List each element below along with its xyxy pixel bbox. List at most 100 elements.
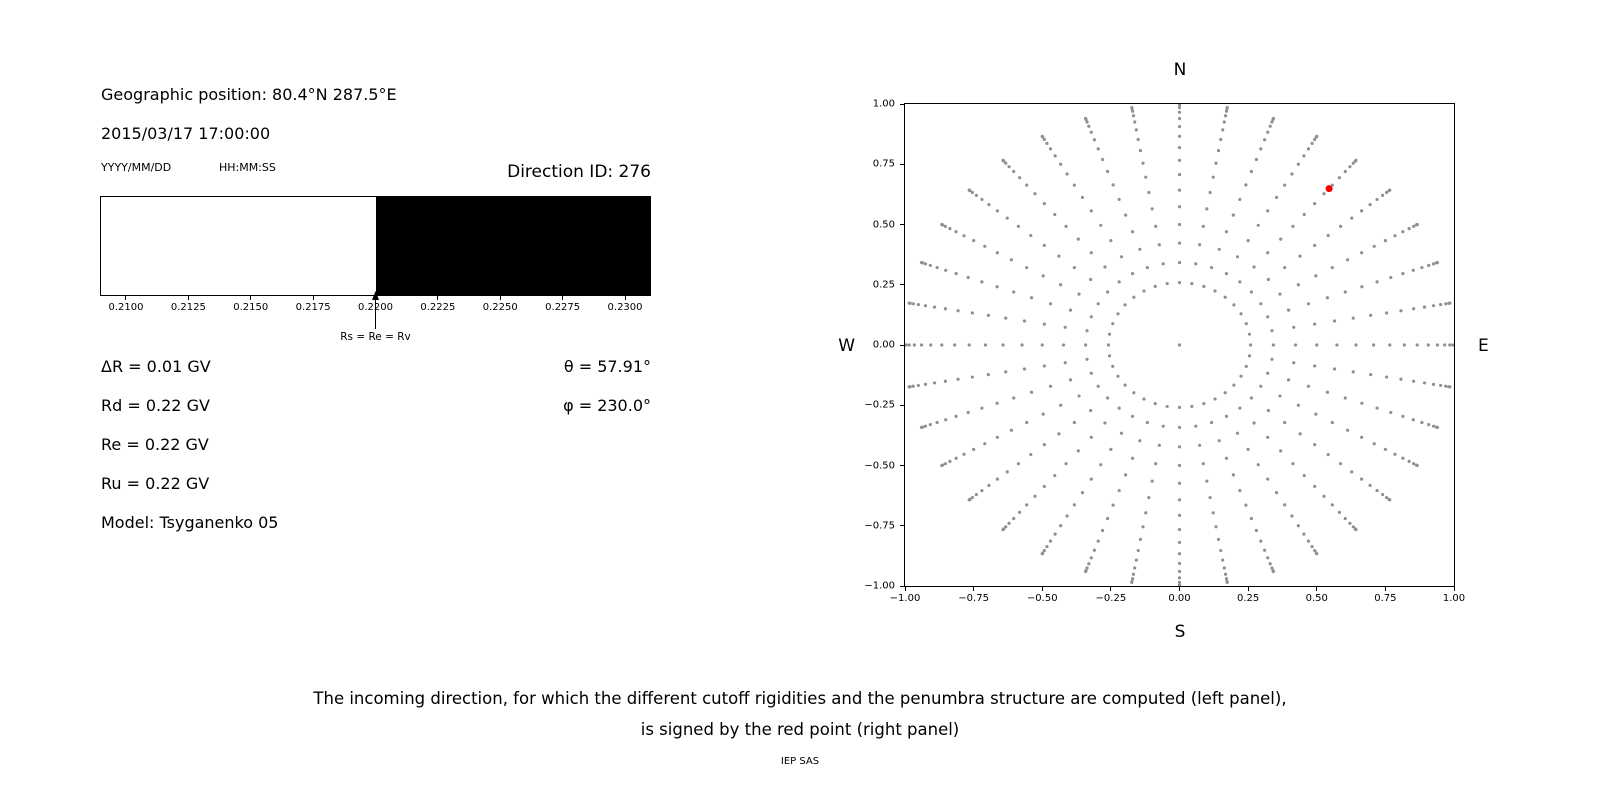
- direction-grid-dot: [1033, 192, 1037, 196]
- direction-grid-dot: [1025, 503, 1029, 507]
- direction-grid-dot: [1266, 371, 1270, 375]
- direction-grid-dot: [1335, 343, 1339, 347]
- direction-grid-dot: [1064, 462, 1068, 466]
- x-tick-label: 0.2100: [108, 302, 144, 313]
- direction-grid-dot: [1302, 473, 1306, 478]
- direction-grid-dot: [1283, 183, 1287, 187]
- direction-grid-dot: [1105, 516, 1110, 521]
- scatter-y-axis: −1.00 −0.75 −0.50 −0.25 0.00 0.25 0.50 0.75 1.00: [845, 99, 904, 592]
- direction-grid-dot: [1290, 172, 1294, 176]
- datetime-label: 2015/03/17 17:00:00: [101, 124, 271, 143]
- direction-grid-dot: [1005, 470, 1009, 474]
- direction-grid-dot: [972, 239, 976, 243]
- x-tick-mark: [562, 296, 564, 300]
- theta-label: θ = 57.91°: [563, 357, 651, 376]
- direction-grid-dot: [1372, 343, 1376, 347]
- direction-grid-dot: [1369, 313, 1373, 318]
- x-tick-mark: [1179, 587, 1180, 591]
- direction-grid-dot: [1117, 406, 1121, 410]
- direction-grid-dot: [1076, 237, 1080, 241]
- direction-grid-dot: [1130, 272, 1135, 276]
- x-tick-label: −0.25: [1095, 593, 1127, 604]
- x-tick-mark: [624, 296, 626, 300]
- direction-grid-dot: [1029, 296, 1034, 300]
- direction-grid-dot: [972, 447, 976, 451]
- direction-grid-dot: [1065, 514, 1069, 518]
- direction-grid-dot: [1154, 224, 1158, 228]
- direction-grid-dot: [1144, 511, 1148, 515]
- direction-grid-dot: [1177, 576, 1182, 580]
- direction-grid-dot: [1089, 251, 1093, 255]
- direction-grid-dot: [1402, 343, 1406, 347]
- direction-grid-dot: [1111, 503, 1115, 507]
- direction-grid-dot: [923, 304, 928, 308]
- direction-grid-dot: [1296, 403, 1300, 407]
- direction-grid-dot: [1089, 315, 1093, 319]
- direction-grid-dot: [1306, 539, 1311, 543]
- direction-grid-dot: [1337, 176, 1342, 180]
- direction-grid-dot: [967, 188, 971, 192]
- direction-grid-dot: [1130, 106, 1134, 110]
- direction-grid-dot: [1059, 524, 1063, 528]
- direction-grid-dot: [1042, 548, 1046, 553]
- direction-grid-dot: [1213, 397, 1217, 401]
- penumbra-plot: [100, 196, 651, 296]
- direction-grid-dot: [1223, 114, 1228, 118]
- direction-grid-dot: [943, 224, 947, 228]
- direction-grid-dot: [1259, 147, 1263, 151]
- direction-grid-dot: [1306, 147, 1311, 151]
- direction-grid-dot: [1138, 439, 1142, 443]
- direction-grid-dot: [1360, 285, 1364, 289]
- direction-grid-dot: [916, 302, 920, 307]
- direction-grid-dot: [1259, 302, 1263, 306]
- direction-grid-dot: [987, 203, 991, 207]
- direction-grid-dot: [1153, 402, 1157, 406]
- direction-grid-dot: [1306, 384, 1311, 388]
- direction-grid-dot: [995, 477, 999, 481]
- direction-grid-dot: [1388, 188, 1392, 192]
- direction-grid-dot: [1130, 577, 1135, 581]
- caption-line-1: The incoming direction, for which the di…: [313, 689, 1287, 708]
- direction-grid-dot: [903, 343, 907, 347]
- direction-grid-dot: [1338, 462, 1343, 466]
- direction-grid-dot: [1029, 452, 1033, 457]
- direction-grid-dot: [1222, 566, 1226, 570]
- direction-grid-dot: [1053, 154, 1057, 158]
- direction-grid-dot: [1089, 435, 1093, 439]
- direction-grid-dot: [1292, 325, 1296, 329]
- y-tick-label: 0.75: [872, 158, 895, 170]
- direction-grid-dot: [1313, 322, 1317, 326]
- direction-grid-dot: [1012, 516, 1016, 521]
- direction-grid-dot: [1259, 384, 1263, 388]
- direction-grid-dot: [935, 420, 939, 425]
- phi-label: φ = 230.0°: [563, 396, 651, 415]
- direction-grid-dot: [1351, 370, 1355, 374]
- x-tick-label: 0.50: [1305, 593, 1328, 604]
- direction-grid-dot: [1351, 525, 1355, 529]
- direction-grid-dot: [1420, 265, 1424, 270]
- direction-grid-dot: [1244, 364, 1248, 368]
- x-tick-mark: [1110, 587, 1112, 591]
- direction-grid-dot: [932, 305, 937, 309]
- direction-grid-dot: [1072, 503, 1076, 507]
- direction-grid-dot: [1042, 243, 1046, 248]
- direction-grid-dot: [1244, 322, 1248, 326]
- direction-grid-dot: [935, 265, 939, 270]
- direction-grid-dot: [1040, 552, 1044, 556]
- direction-grid-dot: [1040, 134, 1044, 138]
- direction-grid-dot: [1354, 158, 1358, 162]
- direction-grid-dot: [1007, 521, 1011, 525]
- direction-grid-dot: [1360, 477, 1364, 481]
- direction-grid-dot: [1296, 283, 1300, 287]
- direction-grid-dot: [987, 483, 991, 487]
- direction-grid-dot: [948, 459, 952, 463]
- direction-grid-dot: [967, 498, 971, 502]
- direction-grid-dot: [995, 435, 999, 439]
- direction-grid-dot: [1177, 463, 1182, 468]
- direction-grid-dot: [1033, 494, 1037, 498]
- direction-grid-dot: [1096, 147, 1100, 151]
- direction-grid-dot: [1291, 224, 1295, 228]
- direction-grid-dot: [1448, 301, 1452, 305]
- direction-grid-dot: [1298, 254, 1302, 258]
- direction-grid-dot: [1435, 343, 1440, 347]
